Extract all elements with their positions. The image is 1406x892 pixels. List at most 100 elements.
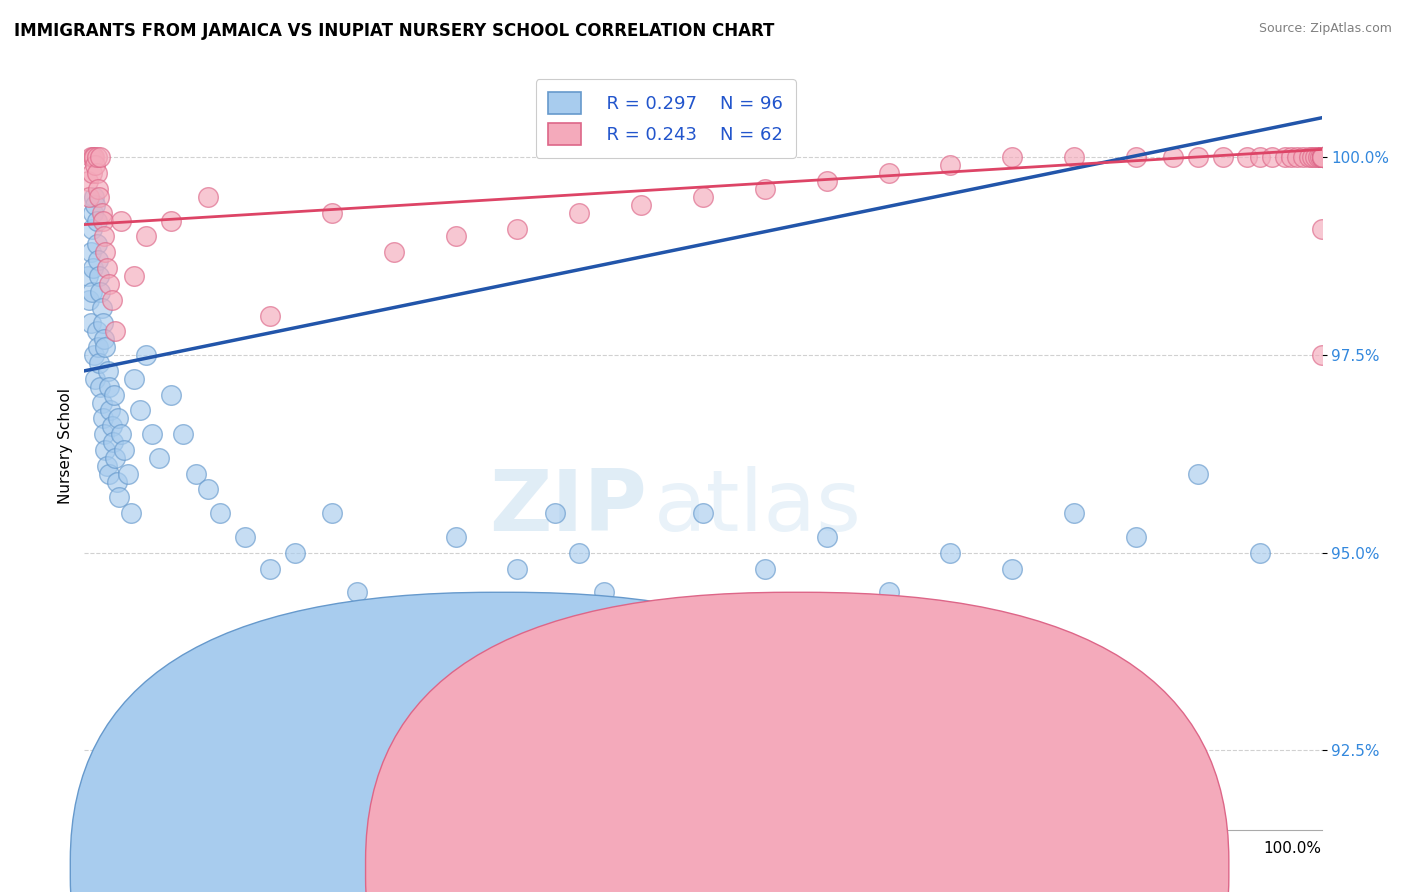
Point: [112, 442, 135, 457]
Point: [184, 467, 207, 481]
Point: [79, 190, 101, 204]
Point: [93, 229, 115, 244]
Point: [506, 221, 529, 235]
Point: [1161, 150, 1184, 164]
Point: [1063, 150, 1085, 164]
Point: [1301, 150, 1323, 164]
Point: [1285, 150, 1308, 164]
Point: [1310, 150, 1333, 164]
Point: [94, 442, 117, 457]
Point: [105, 475, 128, 489]
Point: [98, 403, 121, 417]
Point: [96, 261, 118, 276]
Point: [1292, 150, 1315, 164]
Point: [77, 174, 100, 188]
Text: 100.0%: 100.0%: [1264, 841, 1322, 856]
Y-axis label: Nursery School: Nursery School: [58, 388, 73, 504]
Point: [148, 450, 170, 465]
Point: [86, 213, 108, 227]
Point: [1310, 150, 1333, 164]
Point: [90, 395, 112, 409]
Point: [98, 380, 121, 394]
Point: [86, 166, 108, 180]
Point: [89, 285, 111, 299]
Point: [1310, 150, 1333, 164]
Point: [506, 561, 529, 575]
Point: [86, 324, 108, 338]
Point: [692, 190, 714, 204]
Point: [1125, 150, 1147, 164]
Point: [117, 467, 139, 481]
Point: [79, 245, 101, 260]
Point: [877, 166, 900, 180]
Point: [122, 372, 145, 386]
Point: [1310, 150, 1333, 164]
Point: [543, 506, 565, 520]
Point: [135, 229, 157, 244]
Point: [160, 213, 183, 227]
Point: [815, 174, 838, 188]
Point: [1187, 150, 1209, 164]
Point: [815, 530, 838, 544]
Text: Inupiat: Inupiat: [808, 857, 862, 872]
Point: [104, 450, 127, 465]
Point: [120, 506, 142, 520]
Point: [568, 205, 591, 219]
Point: [321, 205, 343, 219]
Point: [1310, 150, 1333, 164]
Point: [1310, 150, 1333, 164]
Point: [107, 411, 129, 425]
Point: [91, 213, 114, 227]
Point: [101, 435, 124, 450]
Point: [1187, 467, 1209, 481]
Point: [1310, 348, 1333, 362]
Point: [89, 380, 111, 394]
Point: [754, 561, 776, 575]
Point: [79, 150, 101, 164]
Point: [93, 332, 115, 346]
Point: [86, 237, 108, 252]
Point: [160, 387, 183, 401]
Point: [877, 585, 900, 599]
Point: [77, 268, 100, 283]
Point: [346, 585, 368, 599]
Point: [94, 340, 117, 354]
Point: [1310, 150, 1333, 164]
Point: [754, 182, 776, 196]
Point: [939, 546, 962, 560]
Point: [97, 364, 120, 378]
Point: [82, 150, 104, 164]
Point: [1261, 150, 1284, 164]
Point: [1310, 150, 1333, 164]
Point: [98, 277, 121, 291]
Point: [80, 221, 103, 235]
Text: Immigrants from Jamaica: Immigrants from Jamaica: [606, 857, 800, 872]
Point: [1001, 561, 1024, 575]
Point: [197, 190, 219, 204]
Point: [80, 285, 103, 299]
Point: [90, 205, 112, 219]
Point: [91, 317, 114, 331]
Point: [692, 506, 714, 520]
Point: [104, 324, 127, 338]
Point: [939, 158, 962, 172]
Point: [1310, 150, 1333, 164]
Text: ZIP: ZIP: [489, 466, 647, 549]
Point: [233, 530, 256, 544]
Point: [382, 245, 405, 260]
Text: 0.0%: 0.0%: [84, 841, 124, 856]
Point: [98, 467, 121, 481]
Point: [1236, 150, 1258, 164]
Point: [593, 585, 616, 599]
Point: [80, 166, 103, 180]
Point: [172, 427, 194, 442]
Point: [93, 427, 115, 442]
Point: [1310, 221, 1333, 235]
Point: [1310, 150, 1333, 164]
Point: [91, 411, 114, 425]
Point: [100, 293, 122, 307]
Point: [1274, 150, 1296, 164]
Legend:   R = 0.297    N = 96,   R = 0.243    N = 62: R = 0.297 N = 96, R = 0.243 N = 62: [536, 79, 796, 158]
Point: [1309, 150, 1331, 164]
Point: [89, 190, 111, 204]
